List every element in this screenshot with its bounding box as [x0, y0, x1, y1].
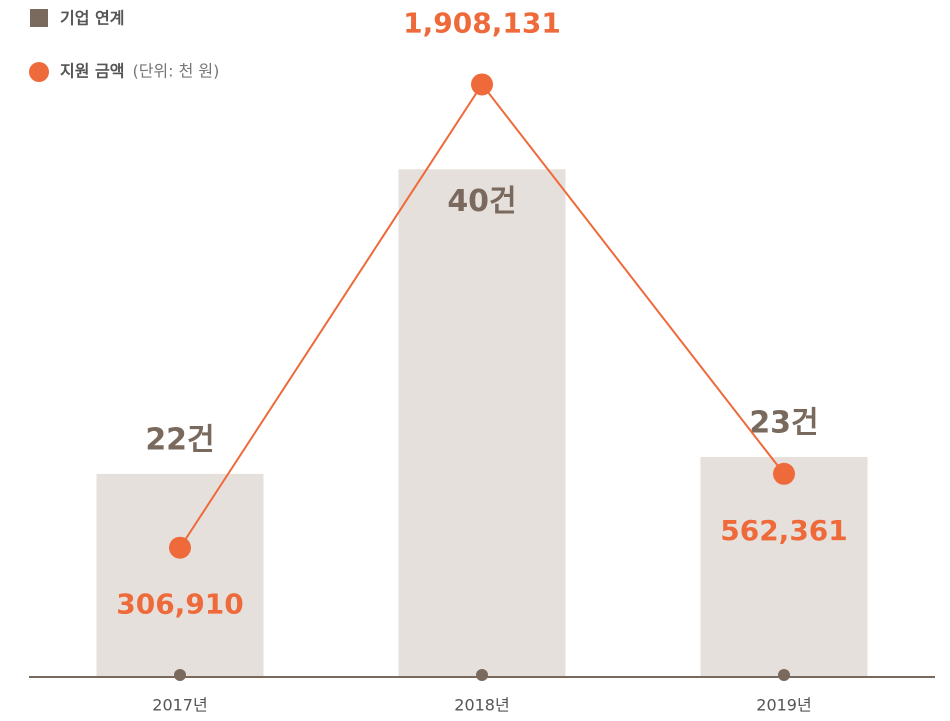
bar-value-label: 22건 — [145, 422, 214, 457]
legend-swatch — [30, 9, 48, 27]
axis-dot — [778, 669, 790, 681]
bar — [700, 456, 868, 677]
line-point — [773, 462, 795, 485]
bar-value-label: 40건 — [447, 184, 516, 219]
legend-swatch — [29, 62, 49, 82]
bar-value-label: 23건 — [749, 405, 818, 440]
axis-dot — [476, 669, 488, 681]
line-value-label: 306,910 — [116, 588, 244, 621]
line-value-label: 562,361 — [720, 514, 848, 547]
legend-label: 지원 금액 — [60, 62, 124, 81]
line-value-label: 1,908,131 — [403, 6, 561, 39]
line-point — [471, 73, 493, 96]
x-tick-label: 2018년 — [454, 696, 509, 715]
x-tick-label: 2017년 — [152, 696, 207, 715]
bar — [398, 169, 566, 677]
x-tick-label: 2019년 — [756, 696, 811, 715]
line-point — [169, 536, 191, 559]
axis-dot — [174, 669, 186, 681]
unit-note: (단위: 천 원) — [132, 62, 219, 81]
bar — [96, 473, 264, 677]
legend-label: 기업 연계 — [60, 9, 124, 28]
